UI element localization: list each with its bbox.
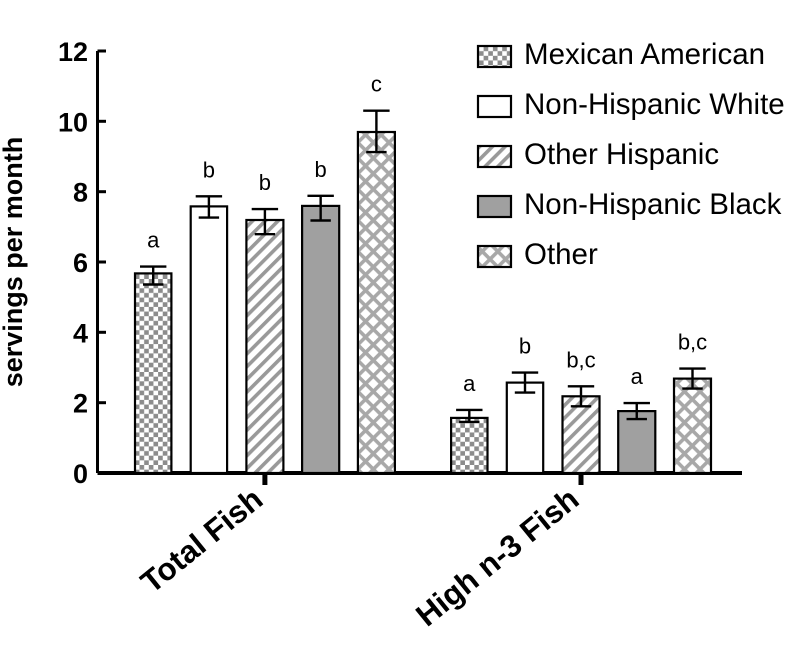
svg-text:Non-Hispanic White: Non-Hispanic White: [524, 88, 785, 121]
svg-text:a: a: [631, 364, 644, 389]
svg-text:c: c: [371, 72, 382, 97]
svg-text:Total Fish: Total Fish: [134, 481, 269, 600]
svg-text:b,c: b,c: [678, 330, 707, 355]
svg-text:12: 12: [58, 37, 88, 67]
svg-text:8: 8: [73, 178, 88, 208]
svg-text:b: b: [519, 334, 531, 359]
svg-text:0: 0: [73, 459, 88, 489]
svg-text:2: 2: [73, 389, 88, 419]
svg-text:10: 10: [58, 107, 88, 137]
svg-text:6: 6: [73, 248, 88, 278]
svg-text:b,c: b,c: [566, 347, 595, 372]
svg-text:servings per month: servings per month: [0, 137, 28, 388]
svg-text:b: b: [315, 157, 327, 182]
svg-text:a: a: [147, 228, 160, 253]
svg-text:b: b: [203, 157, 215, 182]
svg-text:4: 4: [73, 318, 88, 348]
svg-text:Other: Other: [524, 238, 598, 271]
svg-text:Non-Hispanic Black: Non-Hispanic Black: [524, 188, 782, 221]
svg-text:Other Hispanic: Other Hispanic: [524, 138, 719, 171]
svg-text:a: a: [463, 371, 476, 396]
svg-text:High n-3 Fish: High n-3 Fish: [409, 481, 585, 633]
svg-text:b: b: [259, 170, 271, 195]
svg-text:Mexican American: Mexican American: [524, 38, 765, 71]
